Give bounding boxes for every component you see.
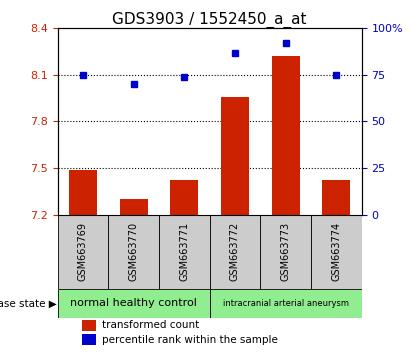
Bar bbox=[82, 320, 95, 331]
Bar bbox=[221, 97, 249, 215]
Text: GSM663771: GSM663771 bbox=[179, 222, 189, 281]
Text: percentile rank within the sample: percentile rank within the sample bbox=[102, 335, 277, 345]
Bar bbox=[159, 215, 210, 289]
Bar bbox=[120, 199, 148, 215]
Text: GSM663774: GSM663774 bbox=[331, 222, 341, 281]
Bar bbox=[210, 289, 362, 318]
Bar bbox=[82, 335, 95, 346]
Bar bbox=[322, 181, 350, 215]
Bar bbox=[58, 289, 210, 318]
Bar bbox=[170, 181, 198, 215]
Bar bbox=[108, 215, 159, 289]
Text: GSM663772: GSM663772 bbox=[230, 222, 240, 281]
Text: GSM663769: GSM663769 bbox=[78, 222, 88, 281]
Text: GSM663773: GSM663773 bbox=[281, 222, 291, 281]
Text: normal healthy control: normal healthy control bbox=[70, 298, 197, 308]
Bar bbox=[58, 215, 108, 289]
Title: GDS3903 / 1552450_a_at: GDS3903 / 1552450_a_at bbox=[112, 12, 307, 28]
Text: GSM663770: GSM663770 bbox=[129, 222, 139, 281]
Text: transformed count: transformed count bbox=[102, 320, 199, 331]
Text: intracranial arterial aneurysm: intracranial arterial aneurysm bbox=[223, 299, 349, 308]
Bar bbox=[69, 170, 97, 215]
Bar bbox=[210, 215, 260, 289]
Bar bbox=[311, 215, 362, 289]
Text: disease state ▶: disease state ▶ bbox=[0, 298, 57, 308]
Bar bbox=[260, 215, 311, 289]
Bar bbox=[272, 56, 300, 215]
